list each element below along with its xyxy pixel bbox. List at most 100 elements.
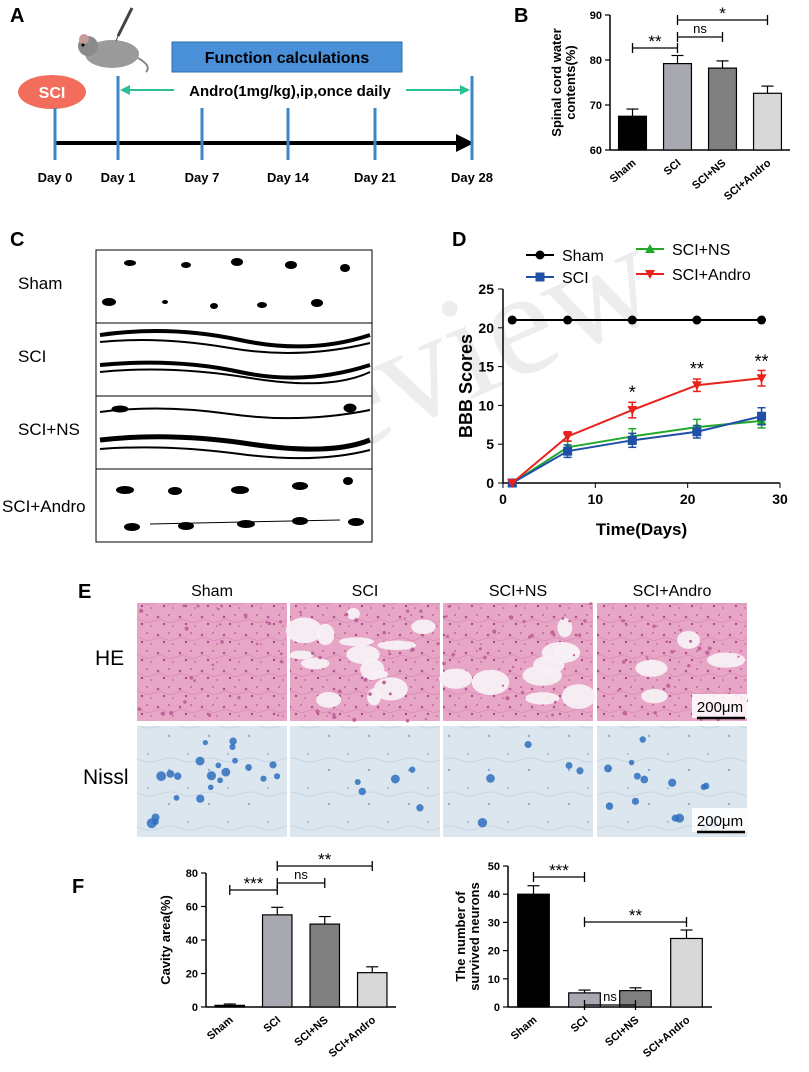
- x-tick-label: 10: [588, 491, 604, 507]
- y-axis-label-line: Spinal cord water: [549, 28, 564, 136]
- he-cavity: [439, 668, 473, 689]
- cavity-area-chart: 0 20 40 60 80 Cavity area(%) Sham SCI SCI+NSSCI+…: [158, 850, 396, 1060]
- he-nucleus: [406, 609, 410, 613]
- he-nucleus: [511, 665, 515, 669]
- nissl-neuron: [206, 771, 217, 781]
- he-nucleus: [410, 647, 415, 652]
- he-nucleus: [622, 710, 627, 716]
- panel-label-b: B: [514, 5, 528, 27]
- y-tick-label: 0: [486, 475, 494, 491]
- he-image-sham: [137, 603, 287, 721]
- he-nucleus: [217, 607, 220, 611]
- he-nucleus: [299, 610, 302, 614]
- y-tick-label: 10: [488, 974, 500, 986]
- legend-marker: [645, 270, 655, 279]
- he-nucleus: [629, 660, 632, 664]
- nissl-neuron: [633, 772, 641, 780]
- nissl-neuron: [195, 756, 205, 766]
- data-point-sham: [757, 315, 767, 325]
- series-sham: [507, 315, 767, 325]
- he-nucleus: [645, 656, 648, 659]
- function-calculations-banner: Function calculations: [171, 41, 403, 73]
- footprints-sci: [99, 329, 371, 385]
- legend-label: SCI+Andro: [672, 267, 751, 284]
- he-nucleus: [318, 655, 322, 660]
- he-nucleus: [551, 713, 555, 717]
- nissl-neuron: [565, 762, 573, 769]
- treatment-arrow: Andro(1mg/kg),ip,once daily: [120, 80, 470, 100]
- he-nucleus: [689, 639, 693, 643]
- day-label: Day 21: [354, 170, 396, 185]
- he-nucleus: [737, 655, 740, 658]
- x-axis-label: Time(Days): [596, 520, 687, 539]
- day-label: Day 1: [101, 170, 136, 185]
- he-cavity: [553, 644, 580, 660]
- y-tick-label: 5: [486, 436, 494, 452]
- he-image-sci-ns: [439, 602, 596, 721]
- nissl-neuron: [196, 794, 205, 803]
- y-axis-label-line: survived neurons: [467, 882, 482, 990]
- nissl-neuron: [166, 769, 175, 778]
- category-label-sham: Sham: [205, 1014, 236, 1043]
- significance-label: ns: [294, 867, 308, 882]
- he-cavity: [471, 669, 510, 696]
- data-point-sci-andro: [562, 432, 573, 442]
- he-nucleus: [446, 634, 450, 638]
- he-nucleus: [277, 714, 280, 717]
- nissl-neuron: [604, 764, 613, 773]
- he-cavity: [677, 631, 700, 649]
- he-nucleus: [183, 700, 187, 704]
- he-nucleus: [620, 619, 624, 623]
- legend-marker: [535, 250, 545, 260]
- y-tick-label: 70: [590, 100, 602, 112]
- series-line-sci-andro: [511, 377, 762, 484]
- he-nucleus: [315, 709, 320, 714]
- he-cavity: [316, 623, 335, 646]
- he-nucleus: [243, 613, 248, 618]
- panel-label-c: C: [10, 229, 24, 251]
- column-label-sci-andro: SCI+Andro: [633, 583, 712, 600]
- mouse-syringe-icon: [78, 7, 149, 73]
- significance-label: ***: [549, 861, 569, 880]
- bar-sham: [517, 893, 550, 1008]
- legend-label: Sham: [562, 248, 604, 265]
- he-nucleus: [553, 700, 557, 704]
- nissl-neuron: [524, 740, 532, 749]
- data-point-sci-andro: [507, 479, 518, 488]
- he-nucleus: [665, 640, 669, 644]
- nissl-neuron: [358, 787, 367, 796]
- he-cavity: [525, 692, 560, 705]
- y-tick-label: 30: [488, 917, 500, 929]
- x-tick-label: 20: [680, 491, 696, 507]
- he-nucleus: [421, 633, 425, 637]
- histology-panel: Sham SCI SCI+NS SCI+Andro HE Nissl 200μm 200μm: [83, 583, 749, 837]
- treatment-label: Andro(1mg/kg),ip,once daily: [189, 83, 391, 100]
- panel-label-a: A: [10, 5, 24, 27]
- footprints-sci-andro: [116, 477, 364, 531]
- data-point-sci: [563, 446, 573, 456]
- y-tick-label: 0: [494, 1002, 500, 1014]
- panel-label-d: D: [452, 229, 466, 251]
- he-nucleus: [137, 707, 142, 711]
- he-nucleus: [193, 679, 196, 682]
- y-tick-label: 20: [478, 320, 494, 336]
- he-nucleus: [705, 650, 710, 655]
- he-cavity: [285, 617, 323, 644]
- data-point-sci-andro: [691, 381, 702, 391]
- he-nucleus: [528, 635, 532, 639]
- y-tick-label: 25: [478, 281, 494, 297]
- category-label-sci-andro: SCI+Andro: [722, 157, 774, 203]
- nissl-neuron: [354, 779, 361, 785]
- row-label-sci-andro: SCI+Andro: [2, 497, 86, 516]
- y-tick-label: 40: [488, 889, 500, 901]
- bar-sham: [214, 1004, 246, 1008]
- column-label-sci-ns: SCI+NS: [489, 583, 547, 600]
- he-nucleus: [382, 630, 386, 635]
- day-label: Day 7: [185, 170, 220, 185]
- he-nucleus: [363, 677, 368, 682]
- he-nucleus: [572, 653, 576, 657]
- he-cavity: [561, 684, 596, 709]
- he-nucleus: [687, 663, 691, 668]
- bar-sci-ns: [707, 67, 738, 151]
- he-nucleus: [184, 626, 189, 631]
